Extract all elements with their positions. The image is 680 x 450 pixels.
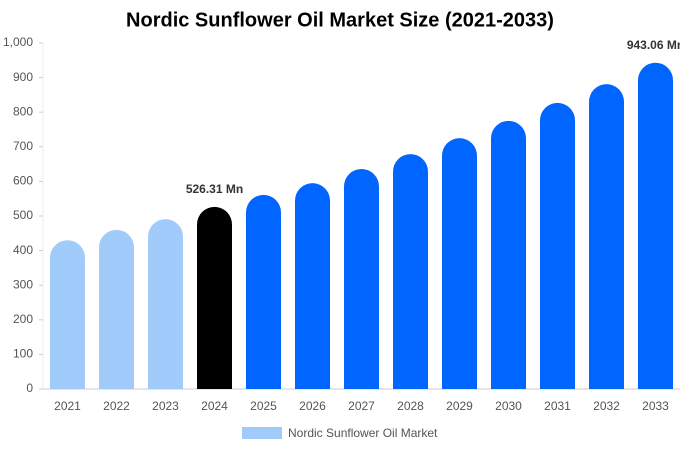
x-tick-label: 2032 xyxy=(593,399,620,413)
x-tick-label: 2026 xyxy=(299,399,326,413)
bar xyxy=(442,138,477,389)
y-tick-label: 300 xyxy=(13,277,33,291)
data-label: 526.31 Mn xyxy=(186,182,243,196)
y-tick-label: 800 xyxy=(13,104,33,118)
bar xyxy=(344,168,379,389)
bar xyxy=(99,229,134,389)
x-tick-label: 2023 xyxy=(152,399,179,413)
x-tick-label: 2027 xyxy=(348,399,375,413)
bar xyxy=(50,240,85,389)
x-tick-label: 2028 xyxy=(397,399,424,413)
x-tick-label: 2021 xyxy=(54,399,81,413)
bar xyxy=(148,219,183,389)
y-tick-label: 1,000 xyxy=(3,35,33,49)
bar xyxy=(393,154,428,389)
legend-label: Nordic Sunflower Oil Market xyxy=(288,426,438,440)
y-tick-label: 400 xyxy=(13,243,33,257)
bar xyxy=(246,194,281,389)
y-tick-label: 200 xyxy=(13,312,33,326)
y-tick-label: 600 xyxy=(13,174,33,188)
x-tick-label: 2024 xyxy=(201,399,228,413)
chart-title: Nordic Sunflower Oil Market Size (2021-2… xyxy=(126,9,554,31)
bar xyxy=(589,84,624,389)
bar xyxy=(295,183,330,389)
x-tick-label: 2033 xyxy=(642,399,669,413)
y-tick-label: 500 xyxy=(13,208,33,222)
y-tick-label: 700 xyxy=(13,139,33,153)
bar xyxy=(491,120,526,389)
legend-swatch xyxy=(242,427,282,439)
bar xyxy=(197,206,232,389)
x-tick-label: 2022 xyxy=(103,399,130,413)
y-tick-label: 900 xyxy=(13,70,33,84)
x-tick-label: 2029 xyxy=(446,399,473,413)
bar xyxy=(540,102,575,389)
bar xyxy=(638,62,673,390)
x-tick-label: 2031 xyxy=(544,399,571,413)
data-label: 943.06 Mn xyxy=(627,38,680,52)
x-tick-label: 2025 xyxy=(250,399,277,413)
x-tick-label: 2030 xyxy=(495,399,522,413)
y-tick-label: 0 xyxy=(26,381,33,395)
y-tick-label: 100 xyxy=(13,347,33,361)
